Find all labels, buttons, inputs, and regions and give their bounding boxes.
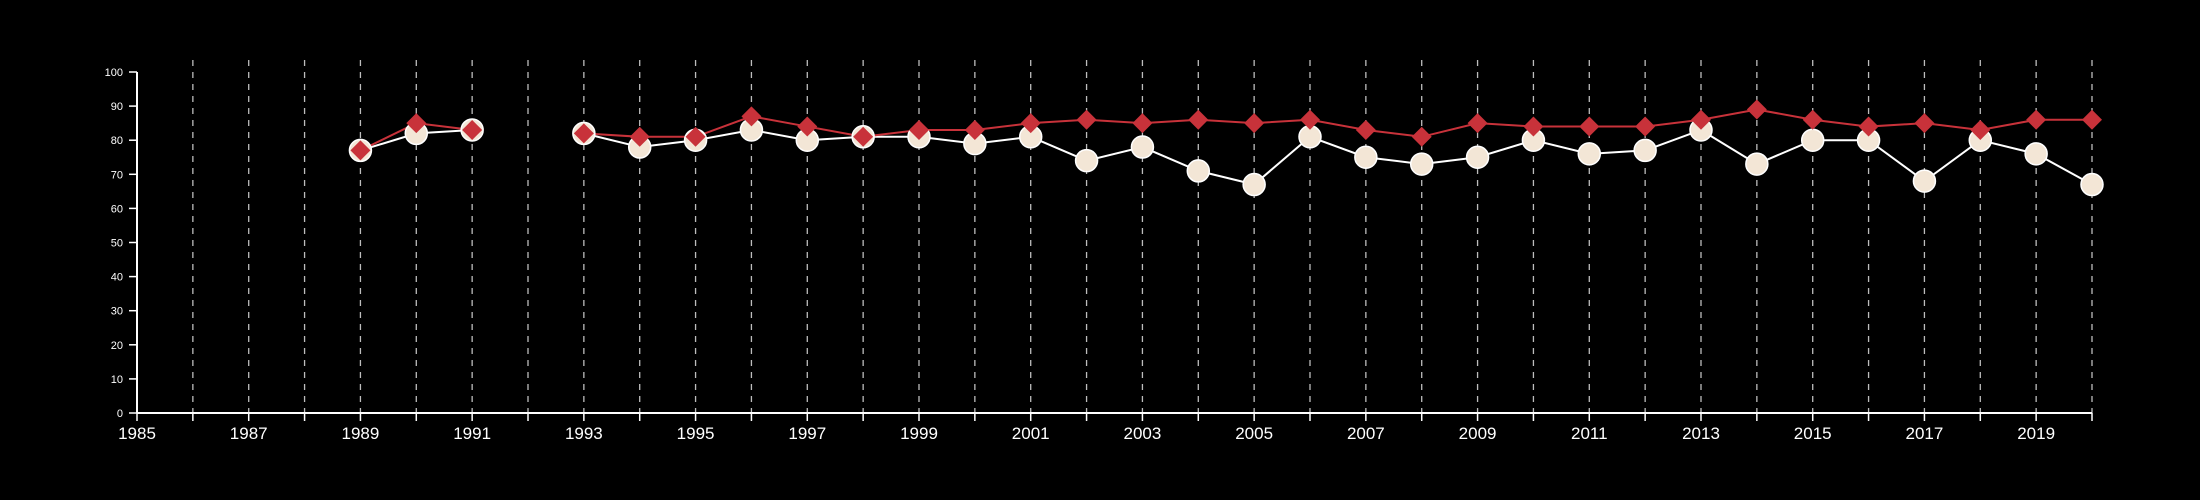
point-diamond-2011 <box>1579 116 1600 137</box>
x-tick-label-2017: 2017 <box>1906 424 1944 443</box>
series-line-diamond-1 <box>583 108 2092 138</box>
point-diamond-1990 <box>406 113 427 134</box>
y-tick-label-50: 50 <box>111 238 123 250</box>
point-diamond-2016 <box>1858 116 1879 137</box>
point-diamond-2006 <box>1300 109 1320 130</box>
x-tick-label-1995: 1995 <box>677 424 715 443</box>
x-tick-label-2009: 2009 <box>1459 424 1497 443</box>
point-diamond-2018 <box>1970 119 1991 140</box>
point-diamond-2009 <box>1467 113 1488 134</box>
point-diamond-2019 <box>2026 109 2047 130</box>
point-circle-2008 <box>1409 152 1434 176</box>
y-tick-label-60: 60 <box>111 203 123 215</box>
point-diamond-2001 <box>1020 113 1041 134</box>
point-diamond-2000 <box>964 119 985 140</box>
point-circle-2012 <box>1633 138 1657 163</box>
point-diamond-2014 <box>1746 99 1767 120</box>
series-line-circle-1 <box>583 128 2093 186</box>
y-tick-label-80: 80 <box>111 135 123 147</box>
point-diamond-1991 <box>462 119 483 140</box>
point-diamond-2020 <box>2082 109 2102 130</box>
point-diamond-2008 <box>1411 126 1432 147</box>
point-circle-2020 <box>2080 172 2104 197</box>
tick-labels: 0 10 20 30 40 50 60 70 80 90 100 1985 1987 1989 1991 19… <box>105 67 2055 443</box>
point-diamond-1989 <box>350 140 371 161</box>
point-circle-2014 <box>1745 152 1769 176</box>
point-diamond-2003 <box>1132 113 1153 134</box>
point-circle-2015 <box>1800 128 1825 152</box>
point-diamond-1997 <box>797 116 818 137</box>
point-diamond-2012 <box>1635 116 1656 137</box>
point-diamond-2005 <box>1244 113 1265 134</box>
point-circle-2009 <box>1465 145 1490 169</box>
x-tick-label-1987: 1987 <box>230 424 268 443</box>
point-circle-2003 <box>1130 135 1155 159</box>
point-circle-2007 <box>1354 145 1378 169</box>
x-tick-label-1997: 1997 <box>788 424 826 443</box>
y-tick-label-100: 100 <box>105 67 123 79</box>
x-tick-label-2001: 2001 <box>1012 424 1050 443</box>
point-diamond-1999 <box>909 119 929 140</box>
point-diamond-2007 <box>1355 119 1376 140</box>
point-diamond-1993 <box>573 123 594 144</box>
data-series <box>348 99 2104 197</box>
point-diamond-2013 <box>1691 109 1711 130</box>
y-tick-label-20: 20 <box>111 340 123 352</box>
x-tick-label-1991: 1991 <box>453 424 491 443</box>
x-tick-label-1985: 1985 <box>118 424 156 443</box>
point-diamond-1995 <box>685 126 706 147</box>
x-tick-label-2019: 2019 <box>2017 424 2055 443</box>
y-tick-label-90: 90 <box>111 101 123 113</box>
point-circle-2005 <box>1242 172 1266 197</box>
point-circle-2011 <box>1577 142 1602 166</box>
x-tick-label-2013: 2013 <box>1682 424 1720 443</box>
x-tick-label-2015: 2015 <box>1794 424 1832 443</box>
x-tick-label-2003: 2003 <box>1124 424 1162 443</box>
point-diamond-2002 <box>1076 109 1097 130</box>
x-tick-label-2011: 2011 <box>1571 424 1608 443</box>
point-diamond-1996 <box>741 106 762 127</box>
x-tick-label-2007: 2007 <box>1347 424 1385 443</box>
y-tick-label-0: 0 <box>117 408 123 420</box>
y-tick-label-70: 70 <box>111 169 123 181</box>
point-diamond-1994 <box>629 126 650 147</box>
point-circle-2017 <box>1912 169 1937 193</box>
x-tick-label-2005: 2005 <box>1235 424 1273 443</box>
point-diamond-1998 <box>853 126 874 147</box>
x-tick-label-1989: 1989 <box>342 424 380 443</box>
y-tick-label-30: 30 <box>111 306 123 318</box>
x-tick-label-1993: 1993 <box>565 424 603 443</box>
point-circle-2004 <box>1186 159 1211 183</box>
point-diamond-2017 <box>1914 113 1935 134</box>
y-tick-label-10: 10 <box>111 374 123 386</box>
point-diamond-2004 <box>1188 109 1209 130</box>
point-diamond-2015 <box>1802 109 1823 130</box>
x-tick-label-1999: 1999 <box>900 424 938 443</box>
point-diamond-2010 <box>1523 116 1544 137</box>
y-tick-label-40: 40 <box>111 272 123 284</box>
point-circle-2019 <box>2024 142 2048 166</box>
point-circle-2002 <box>1074 148 1099 173</box>
axes <box>129 71 2093 421</box>
